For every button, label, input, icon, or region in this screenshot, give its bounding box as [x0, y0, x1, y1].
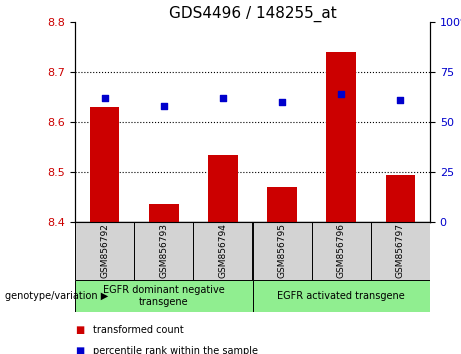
Text: ■: ■ [75, 346, 84, 354]
Bar [193, 222, 253, 280]
Text: GSM856797: GSM856797 [396, 223, 405, 279]
Text: EGFR activated transgene: EGFR activated transgene [278, 291, 405, 301]
Bar [385, 175, 415, 222]
Title: GDS4496 / 148255_at: GDS4496 / 148255_at [169, 6, 337, 22]
Text: genotype/variation ▶: genotype/variation ▶ [5, 291, 108, 301]
Text: transformed count: transformed count [94, 325, 184, 335]
Point [397, 97, 404, 103]
Point [337, 91, 345, 97]
Bar [90, 107, 119, 222]
Text: GSM856794: GSM856794 [219, 224, 227, 279]
Bar [267, 187, 297, 222]
Text: ■: ■ [75, 325, 84, 335]
Bar [253, 280, 430, 312]
Text: GSM856795: GSM856795 [278, 223, 287, 279]
Point [219, 95, 227, 101]
Bar [75, 222, 134, 280]
Bar [312, 222, 371, 280]
Bar [208, 154, 238, 222]
Bar [253, 222, 312, 280]
Text: GSM856792: GSM856792 [100, 224, 109, 279]
Bar [149, 205, 178, 222]
Point [278, 99, 286, 105]
Text: GSM856796: GSM856796 [337, 223, 346, 279]
Bar [75, 280, 253, 312]
Text: percentile rank within the sample: percentile rank within the sample [94, 346, 259, 354]
Bar [371, 222, 430, 280]
Bar [134, 222, 193, 280]
Text: GSM856793: GSM856793 [159, 223, 168, 279]
Text: EGFR dominant negative
transgene: EGFR dominant negative transgene [103, 285, 225, 307]
Point [101, 95, 108, 101]
Point [160, 103, 167, 109]
Bar [326, 52, 356, 222]
